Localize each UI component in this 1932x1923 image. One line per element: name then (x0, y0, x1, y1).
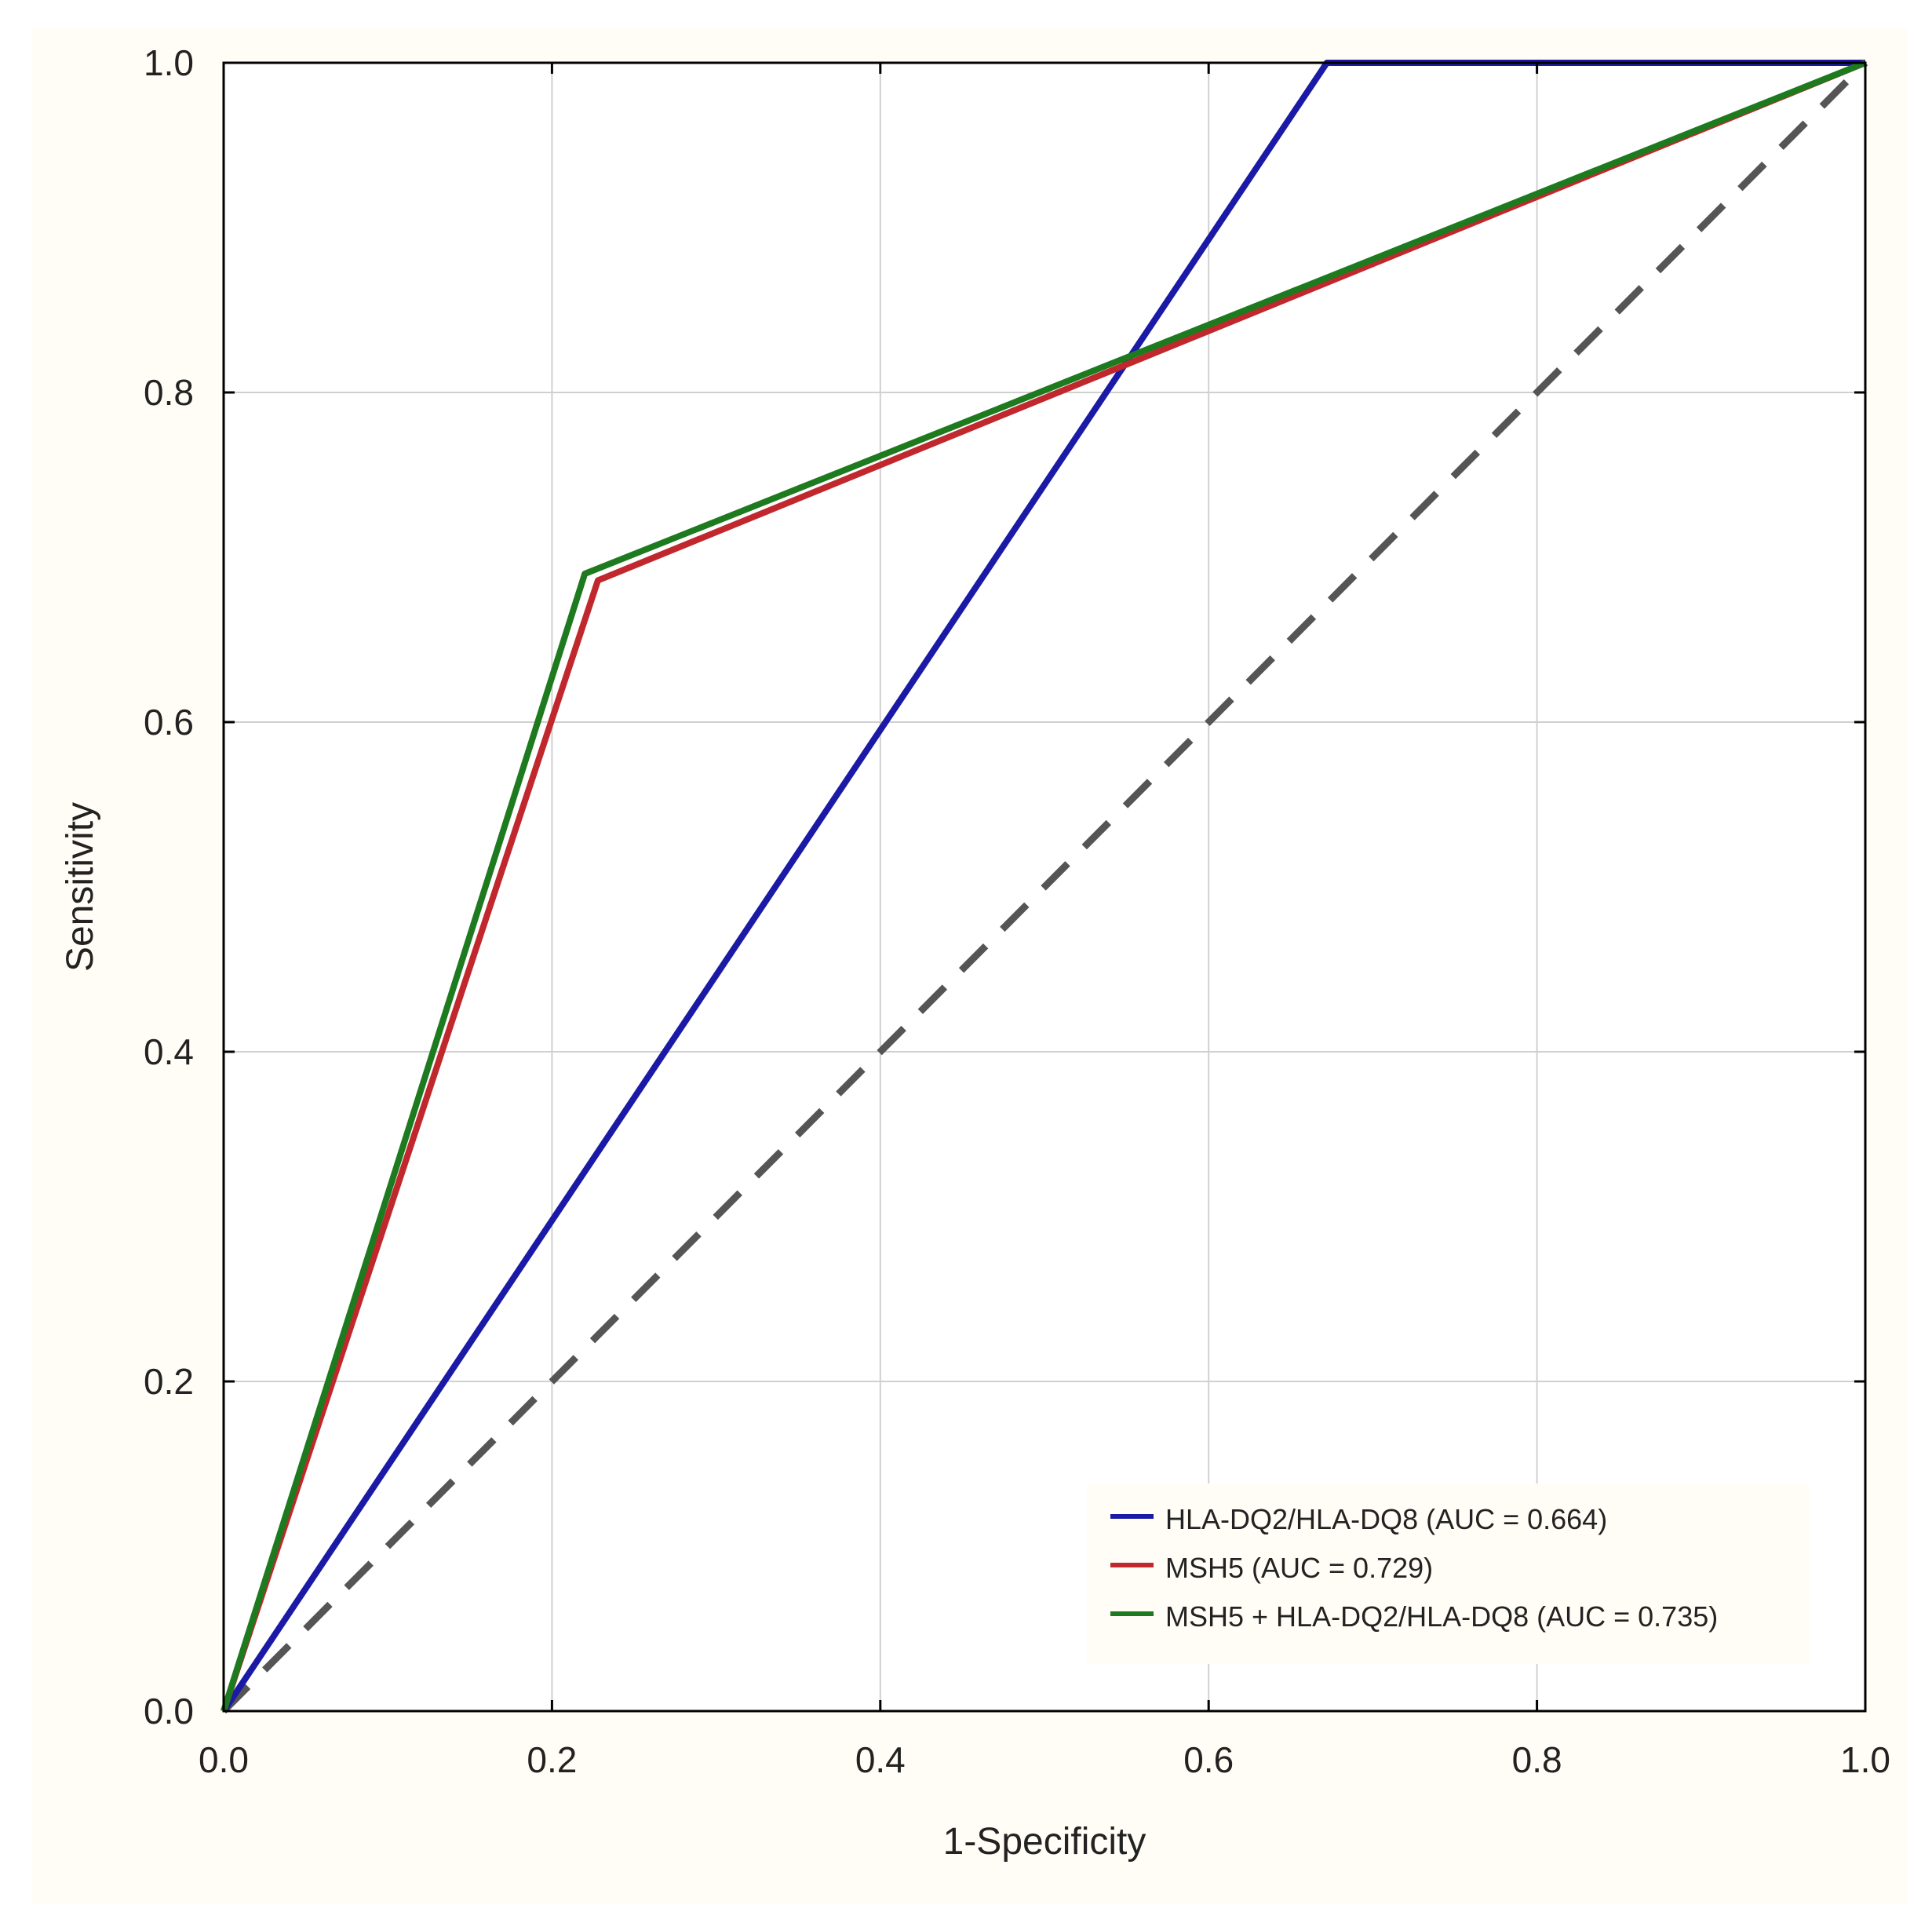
legend-label: MSH5 + HLA-DQ2/HLA-DQ8 (AUC = 0.735) (1165, 1600, 1718, 1633)
x-tick-label: 1.0 (1840, 1739, 1890, 1780)
y-tick-label: 0.4 (144, 1031, 194, 1072)
y-tick-label: 0.0 (144, 1691, 194, 1731)
x-tick-label: 0.8 (1512, 1739, 1562, 1780)
y-axis-label: Sensitivity (60, 802, 101, 972)
reference-layer (221, 60, 1868, 1714)
x-tick-label: 0.0 (199, 1739, 249, 1780)
y-tick-label: 0.6 (144, 702, 194, 743)
series-line-2 (221, 60, 1867, 1713)
reference-diagonal-line (221, 60, 1868, 1714)
legend-box (1087, 1483, 1809, 1664)
y-tick-label: 0.8 (144, 372, 194, 413)
x-tick-label: 0.2 (527, 1739, 577, 1780)
x-tick-label: 0.6 (1183, 1739, 1234, 1780)
y-tick-label: 1.0 (144, 42, 194, 83)
legend-label: HLA-DQ2/HLA-DQ8 (AUC = 0.664) (1165, 1503, 1607, 1535)
y-tick-label: 0.2 (144, 1361, 194, 1402)
series-line-3 (221, 60, 1867, 1713)
x-tick-label: 0.4 (855, 1739, 906, 1780)
legend: HLA-DQ2/HLA-DQ8 (AUC = 0.664) MSH5 (AUC =… (1087, 1483, 1809, 1664)
x-axis-label: 1-Specificity (943, 1821, 1146, 1863)
legend-label: MSH5 (AUC = 0.729) (1165, 1552, 1433, 1584)
ticks: 0.0 0.2 0.4 0.6 0.8 1.0 0.0 0.2 0.4 0.6 0.8 1.0 (144, 42, 1890, 1780)
plot-frame (222, 61, 1867, 1713)
